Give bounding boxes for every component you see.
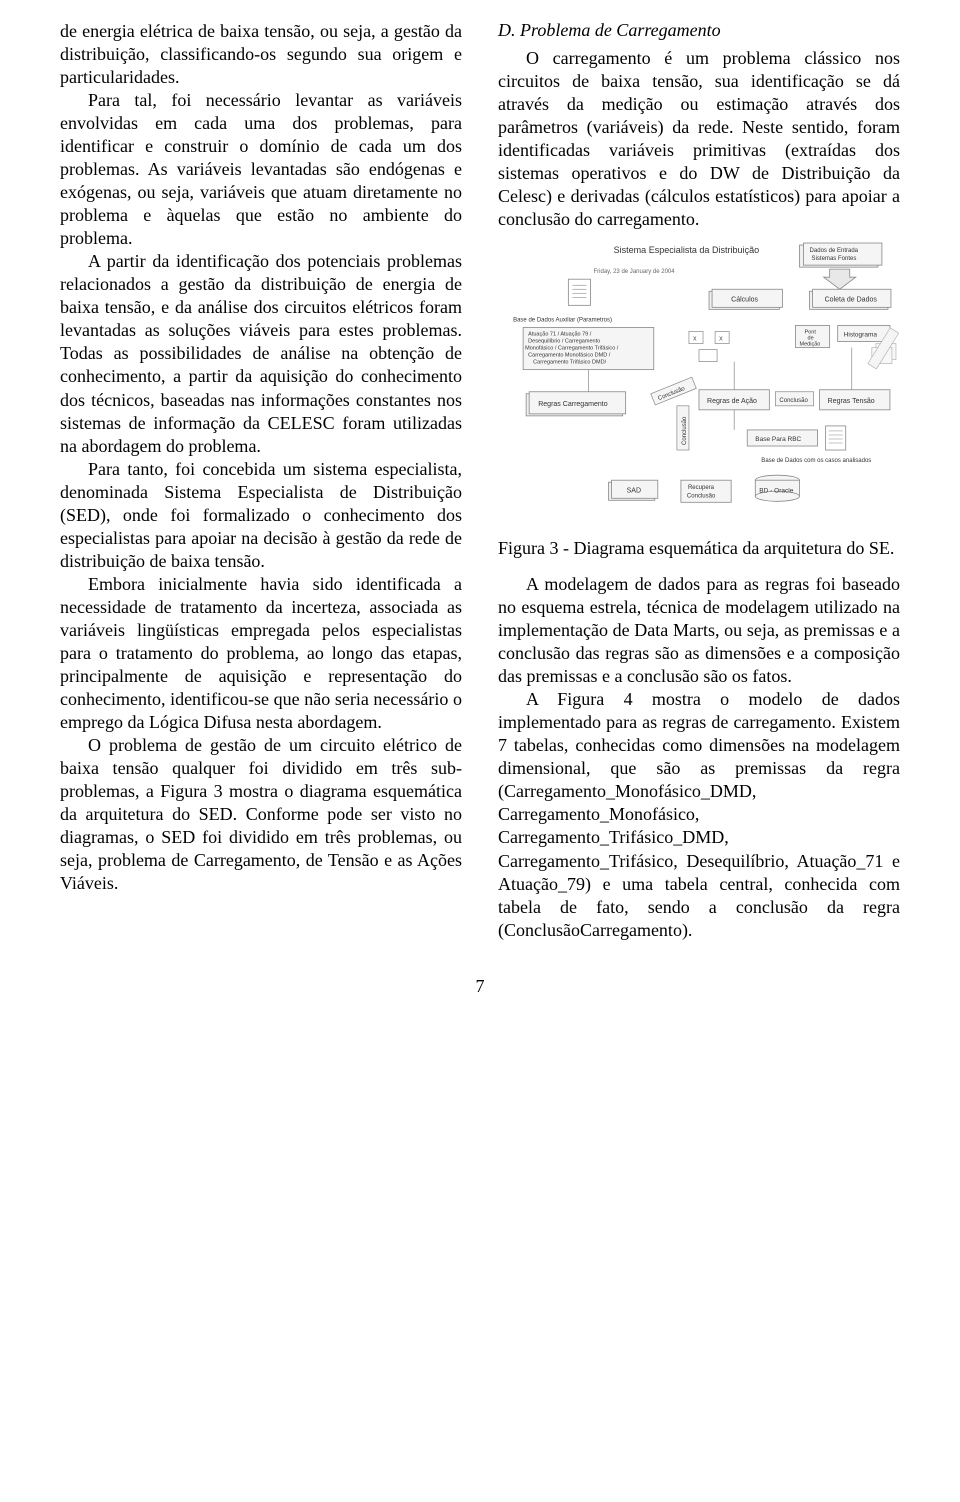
base-rbc-label: Base Para RBC [755, 436, 801, 443]
regras-tensao-label: Regras Tensão [828, 398, 875, 405]
base-aux-label: Base de Dados Auxiliar (Parametros) [513, 318, 612, 324]
left-column: de energia elétrica de baixa tensão, ou … [60, 20, 462, 942]
svg-text:x: x [693, 336, 697, 343]
calculos-label: Cálculos [731, 297, 758, 304]
document-icon [568, 279, 590, 305]
architecture-diagram: Sistema Especialista da Distribuição Fri… [498, 239, 900, 520]
atuacao-line4: Carregamento Monofásico DMD / [528, 353, 611, 359]
dados-entrada-label: Dados de Entrada [810, 248, 859, 254]
conclusao-vertical: Conclusão [677, 406, 689, 450]
section-heading: D. Problema de Carregamento [498, 20, 900, 41]
paragraph: O problema de gestão de um circuito elét… [60, 734, 462, 895]
coleta-label: Coleta de Dados [825, 297, 878, 304]
document-icon-2 [826, 426, 846, 450]
diagram-date: Friday, 23 de January de 2004 [593, 269, 675, 275]
paragraph: Para tanto, foi concebida um sistema esp… [60, 458, 462, 573]
page-number: 7 [60, 976, 900, 997]
svg-text:Conclusão: Conclusão [779, 398, 808, 404]
histograma-label: Histograma [844, 332, 878, 339]
base-casos-label: Base de Dados com os casos analisados [761, 458, 871, 464]
regras-carreg-label: Regras Carregamento [538, 401, 608, 408]
bd-oracle-label: BD - Oracle [759, 488, 793, 495]
page: de energia elétrica de baixa tensão, ou … [0, 0, 960, 1037]
svg-text:Conclusão: Conclusão [682, 416, 688, 445]
regras-acao-label: Regras de Ação [707, 398, 757, 405]
paragraph: A Figura 4 mostra o modelo de dados impl… [498, 688, 900, 941]
figure-3: Sistema Especialista da Distribuição Fri… [498, 239, 900, 520]
paragraph: A modelagem de dados para as regras foi … [498, 573, 900, 688]
atuacao-line5: Carregamento Trifásico DMD/ [533, 360, 606, 366]
atuacao-line1: Atuação 71 / Atuação 79 / [528, 332, 592, 338]
recupera-label-2: Conclusão [687, 494, 716, 500]
two-column-layout: de energia elétrica de baixa tensão, ou … [60, 20, 900, 942]
sistemas-fontes-label: Sistemas Fontes [812, 256, 857, 262]
figure-caption: Figura 3 - Diagrama esquemática da arqui… [498, 537, 900, 560]
right-column: D. Problema de Carregamento O carregamen… [498, 20, 900, 942]
atuacao-line3: Monofásico / Carregamento Trifásico / [525, 346, 619, 352]
paragraph: Para tal, foi necessário levantar as var… [60, 89, 462, 250]
paragraph: A partir da identificação dos potenciais… [60, 250, 462, 457]
diagram-title-line1: Sistema Especialista da Distribuição [614, 245, 760, 255]
medicao-label: Medição [799, 342, 820, 348]
x-box-3 [699, 350, 717, 362]
atuacao-line2: Desequilíbrio / Carregamento [528, 339, 600, 345]
paragraph: de energia elétrica de baixa tensão, ou … [60, 20, 462, 89]
svg-text:x: x [719, 336, 723, 343]
paragraph: Embora inicialmente havia sido identific… [60, 573, 462, 734]
sad-label: SAD [627, 488, 641, 495]
recupera-label-1: Recupera [688, 485, 715, 491]
paragraph: O carregamento é um problema clássico no… [498, 47, 900, 231]
